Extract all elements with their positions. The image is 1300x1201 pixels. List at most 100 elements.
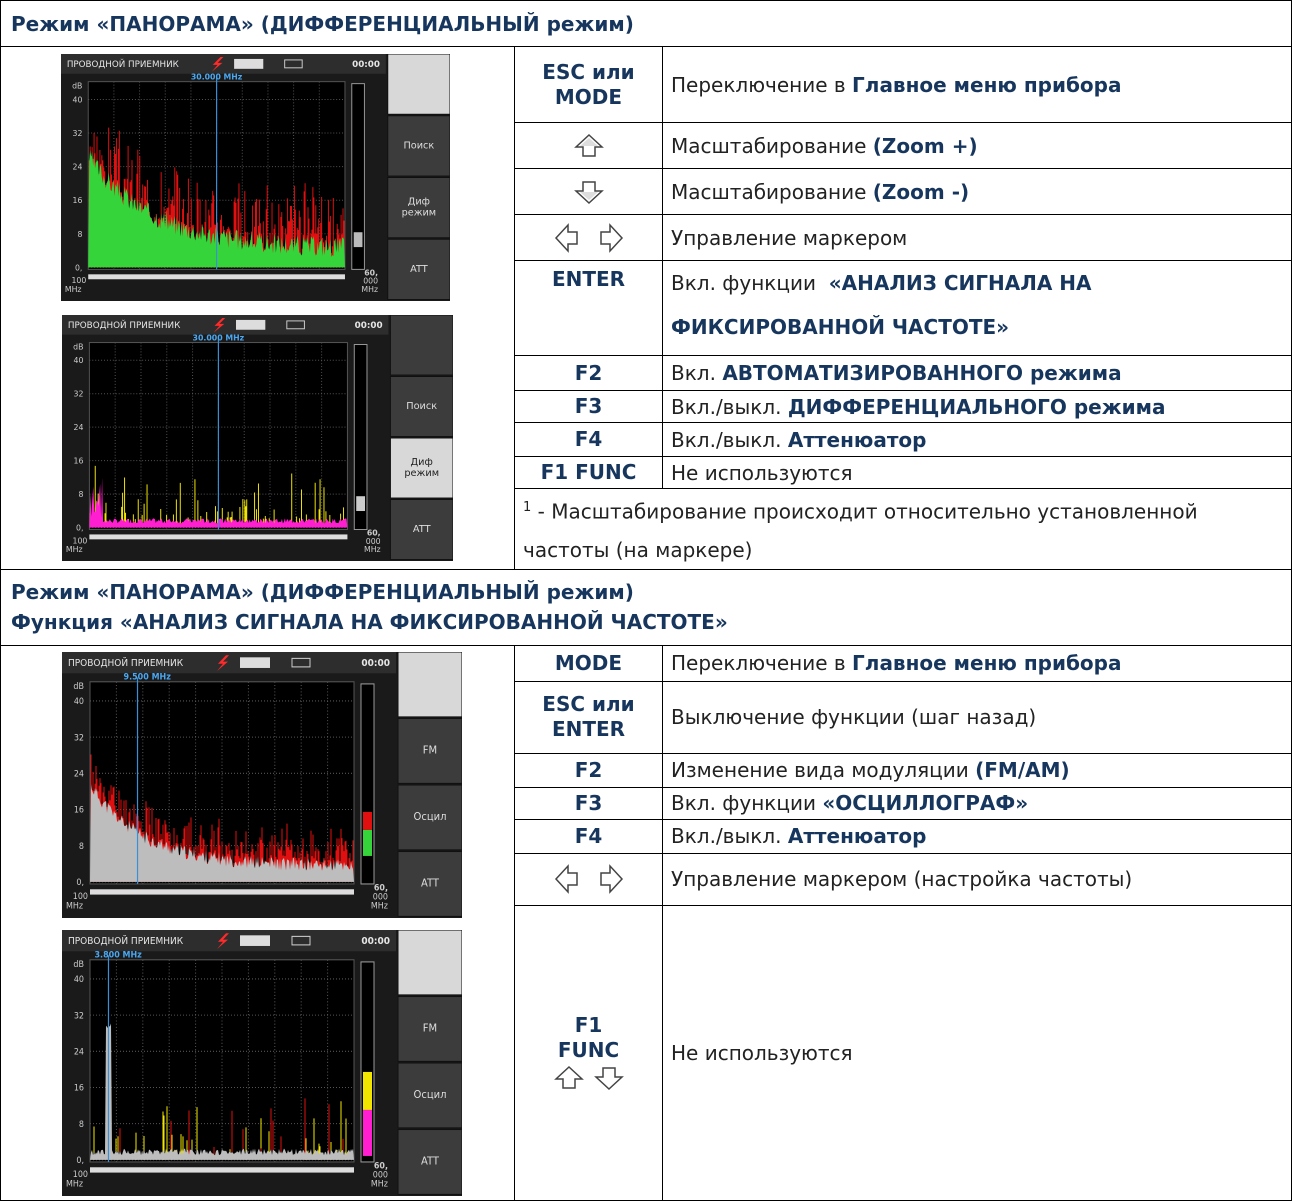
y-label: 0, xyxy=(76,1155,84,1165)
device-screenshot: ПРОВОДНОЙ ПРИЕМНИК 00:00 FM Осцил ATT 40 32 24 1… xyxy=(62,651,463,918)
level-fill xyxy=(363,1071,372,1110)
description: Вкл./выкл. Аттенюатор xyxy=(661,818,1293,854)
side-button xyxy=(397,850,463,917)
button-label: ATT xyxy=(421,1155,440,1167)
bold-text: АВТОМАТИЗИРОВАННОГО режима xyxy=(722,361,1122,385)
level-bar xyxy=(353,344,368,531)
description: Вкл. АВТОМАТИЗИРОВАННОГО режима xyxy=(661,355,1293,391)
y-label: 40 xyxy=(74,696,84,706)
key: F1 FUNC xyxy=(514,904,663,1201)
device-screenshot: ПРОВОДНОЙ ПРИЕМНИК 00:00 Поиск Диф режим ATT 4… xyxy=(62,314,454,561)
button-label: Поиск xyxy=(403,140,434,151)
button-label: режим xyxy=(402,207,437,218)
key-line: F3 xyxy=(574,394,603,418)
button-label: FM xyxy=(423,744,437,756)
y-label: 8 xyxy=(79,490,84,499)
side-button xyxy=(397,1128,463,1195)
up-arrow-icon xyxy=(573,133,604,157)
level-bar xyxy=(351,83,365,270)
scroll-bar xyxy=(90,1167,354,1173)
title-line: Режим «ПАНОРАМА» (ДИФФЕРЕНЦИАЛЬНЫЙ режим… xyxy=(11,11,634,36)
y-label: 0, xyxy=(76,523,83,532)
x-start-label: MHz xyxy=(66,1178,83,1188)
device-screenshot: ПРОВОДНОЙ ПРИЕМНИК 00:00 FM Осцил ATT 40 32 24 1… xyxy=(62,929,463,1196)
device-screenshot: ПРОВОДНОЙ ПРИЕМНИК 00:00 Поиск Диф режим ATT 4… xyxy=(61,53,451,301)
bold-text: ДИФФЕРЕНЦИАЛЬНОГО режима xyxy=(787,394,1166,419)
y-label: 40 xyxy=(74,974,84,984)
spectrum-fill xyxy=(89,477,348,528)
text: Переключение в xyxy=(671,651,846,676)
y-label: 40 xyxy=(74,356,84,365)
key: F2 xyxy=(514,355,663,391)
button-label: режим xyxy=(404,468,439,479)
bold-text: «ОСЦИЛЛОГРАФ» xyxy=(822,791,1029,816)
y-label: 32 xyxy=(74,732,84,742)
key-line: F1 FUNC xyxy=(540,460,637,484)
y-label: 16 xyxy=(74,457,84,466)
x-start-label: MHz xyxy=(66,545,83,554)
description: Не используются xyxy=(661,904,1293,1201)
key: F2 xyxy=(514,752,663,788)
side-button xyxy=(387,177,451,239)
button-label: ATT xyxy=(421,877,440,889)
channel-icon xyxy=(240,657,270,668)
bold-text: (Zoom -) xyxy=(872,179,970,204)
scroll-bar xyxy=(88,274,345,280)
level-fill xyxy=(353,232,363,248)
side-button xyxy=(389,437,454,499)
battery-icon xyxy=(291,935,311,946)
key-line: ENTER xyxy=(551,267,626,291)
button-label: ATT xyxy=(413,524,432,535)
x-end-label: 60, xyxy=(364,268,378,277)
y-label: 24 xyxy=(73,163,83,172)
spectrum-fill xyxy=(90,784,354,882)
key-line: F2 xyxy=(574,757,603,782)
y-unit: dB xyxy=(72,82,82,91)
level-fill xyxy=(356,496,366,512)
y-label: 24 xyxy=(74,1046,84,1056)
text: Изменение вида модуляции xyxy=(671,758,969,783)
plot-area xyxy=(89,959,355,1163)
bold-text: Главное меню прибора xyxy=(852,651,1122,676)
y-label: 32 xyxy=(74,390,84,399)
text: Переключение в xyxy=(671,72,846,97)
key: F3 xyxy=(514,786,663,820)
description: Выключение функции (шаг назад) xyxy=(661,680,1293,754)
y-unit: dB xyxy=(73,342,83,351)
screen: ПРОВОДНОЙ ПРИЕМНИК 00:00 FM Осцил ATT 40 32 24 1… xyxy=(62,929,463,1196)
y-label: 24 xyxy=(74,768,84,778)
screen-header: ПРОВОДНОЙ ПРИЕМНИК xyxy=(67,58,180,70)
up-down-arrow-icon xyxy=(553,1065,624,1090)
bold-text: Главное меню прибора xyxy=(852,72,1122,97)
x-start-label: MHz xyxy=(66,900,83,910)
key-line: MODE xyxy=(554,84,623,109)
button-label: Осцил xyxy=(413,811,446,823)
y-label: 16 xyxy=(74,1082,84,1092)
key xyxy=(514,122,663,169)
key: ESC или ENTER xyxy=(514,680,663,754)
marker-label: 9.500 MHz xyxy=(124,671,172,681)
bold-text: Аттенюатор xyxy=(787,824,927,849)
y-label: 0, xyxy=(76,877,84,887)
text: Масштабирование xyxy=(671,179,867,204)
screen: ПРОВОДНОЙ ПРИЕМНИК 00:00 FM Осцил ATT 40 32 24 1… xyxy=(62,651,463,918)
y-label: 24 xyxy=(74,423,84,432)
description: Вкл./выкл. Аттенюатор xyxy=(661,422,1293,457)
key-line: F4 xyxy=(574,823,603,848)
y-unit: dB xyxy=(73,681,84,691)
x-end-label: MHz xyxy=(371,900,388,910)
screen-header: ПРОВОДНОЙ ПРИЕМНИК xyxy=(68,935,184,947)
side-button xyxy=(397,784,463,851)
key: F4 xyxy=(514,818,663,854)
button-label: Диф xyxy=(411,457,433,468)
y-label: 8 xyxy=(77,230,82,239)
key xyxy=(514,214,663,261)
level-fill xyxy=(363,811,372,830)
text: Вкл. функции xyxy=(671,791,816,816)
text: Вкл./выкл. xyxy=(671,427,782,452)
x-end-label: 000 xyxy=(366,537,381,546)
description: Переключение в Главное меню прибора xyxy=(661,46,1293,123)
